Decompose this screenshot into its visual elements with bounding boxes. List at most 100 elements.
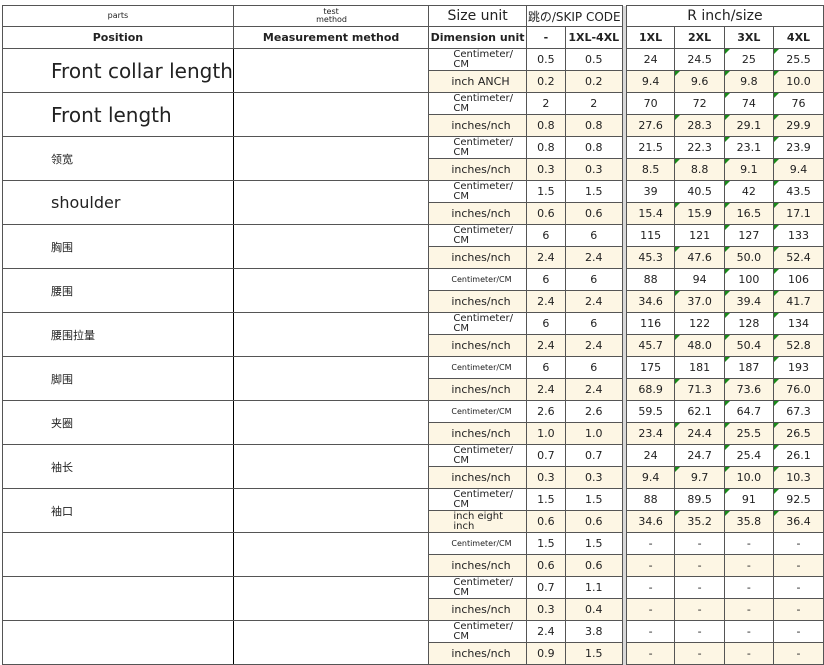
measurement-method-cell <box>232 444 430 489</box>
unit-cell: inches/nch <box>428 290 527 313</box>
size-value: - <box>625 598 676 621</box>
size-value: 193 <box>773 356 824 379</box>
code-value: 0.6 <box>525 554 566 577</box>
code-value: 0.8 <box>564 114 623 137</box>
size-value: 10.0 <box>773 70 824 93</box>
size-value: 62.1 <box>674 400 725 423</box>
measurement-method-cell <box>232 224 430 269</box>
table-row: inch eight inch 0.6 0.6 34.6 35.2 35.8 36.4 <box>3 510 824 533</box>
code-value: 1.5 <box>564 180 623 203</box>
code-value: 2.4 <box>564 378 623 401</box>
size-value: - <box>674 554 725 577</box>
size-value: 23.1 <box>723 136 775 159</box>
size-value: 17.1 <box>773 202 824 225</box>
size-value: 116 <box>625 312 676 335</box>
code-value: 0.3 <box>564 158 623 181</box>
size-value: 15.4 <box>625 202 676 225</box>
measurement-method-header: Measurement method <box>232 26 430 49</box>
size-value: 34.6 <box>625 510 676 533</box>
code-value: 2 <box>525 92 566 115</box>
size-value: 52.8 <box>773 334 824 357</box>
code-value: 0.8 <box>525 114 566 137</box>
size-value: 10.0 <box>723 466 775 489</box>
size-value: 133 <box>773 224 824 247</box>
size-value: 76.0 <box>773 378 824 401</box>
size-unit-label: Size unit <box>428 5 527 27</box>
unit-cell: inches/nch <box>428 202 527 225</box>
code-value: 1.5 <box>564 488 623 511</box>
size-value: 9.6 <box>674 70 725 93</box>
unit-cell: Centimeter/ CM <box>428 488 527 511</box>
code-value: 6 <box>564 224 623 247</box>
size-value: 8.8 <box>674 158 725 181</box>
size-value: 76 <box>773 92 824 115</box>
size-value: 88 <box>625 268 676 291</box>
unit-cell: inches/nch <box>428 158 527 181</box>
code-value: 0.3 <box>525 466 566 489</box>
size-value: 16.5 <box>723 202 775 225</box>
unit-cell: Centimeter/ CM <box>428 136 527 159</box>
size-value: 39.4 <box>723 290 775 313</box>
table-row: shoulder Centimeter/ CM 1.5 1.5 39 40.5 42 43.5 <box>2 180 824 225</box>
unit-cell: inches/nch <box>428 598 527 621</box>
size-value: - <box>674 576 725 599</box>
size-value: 24.5 <box>674 48 725 71</box>
size-value: - <box>674 598 725 621</box>
size-value: - <box>674 532 725 555</box>
size-value: 9.4 <box>625 70 676 93</box>
table-row: Centimeter/CM 1.5 1.5- - - - <box>2 532 824 577</box>
size-value: 181 <box>674 356 725 379</box>
table-row: 腰围 Centimeter/CM 6 6 88 94 100 106 <box>2 268 824 313</box>
size-value: - <box>625 642 676 665</box>
code-value: 1.0 <box>564 422 623 445</box>
size-value: 115 <box>625 224 676 247</box>
unit-cell: Centimeter/ CM <box>428 576 527 599</box>
position-cell <box>2 620 234 665</box>
code-value: 0.9 <box>525 642 566 665</box>
size-value: 71.3 <box>674 378 725 401</box>
code-value: 0.5 <box>564 48 623 71</box>
code-value: 1.5 <box>525 532 566 555</box>
size-value: 9.1 <box>723 158 775 181</box>
size-value: - <box>773 532 824 555</box>
size-value: 28.3 <box>674 114 725 137</box>
code-value: 0.8 <box>564 136 623 159</box>
table-row: inches/nch 0.3 0.4- - - - <box>3 598 824 621</box>
unit-cell: inches/nch <box>428 466 527 489</box>
code-value: 0.4 <box>564 598 623 621</box>
table-row: Centimeter/ CM 0.7 1.1- - - - <box>2 576 824 621</box>
table-row: Front length Centimeter/ CM 2 2 70 72 74 76 <box>2 92 824 137</box>
code-value: 2.6 <box>525 400 566 423</box>
size-value: 23.4 <box>625 422 676 445</box>
table-row: Centimeter/ CM 2.4 3.8- - - - <box>2 620 824 665</box>
size-value: 34.6 <box>625 290 676 313</box>
position-cell: 胸围 <box>2 224 234 269</box>
code-value: 6 <box>564 268 623 291</box>
position-cell: 腰围拉量 <box>2 312 234 357</box>
unit-cell: inches/nch <box>428 334 527 357</box>
measurement-method-cell <box>232 180 430 225</box>
size-value: 121 <box>674 224 725 247</box>
code-value: 6 <box>525 268 566 291</box>
size-value: 26.1 <box>773 444 824 467</box>
size-value: 8.5 <box>625 158 676 181</box>
unit-cell: Centimeter/CM <box>428 400 527 423</box>
size-value: 94 <box>674 268 725 291</box>
measurement-method-cell <box>232 356 430 401</box>
table-row: 袖口 Centimeter/ CM 1.5 1.5 88 89.5 91 92.5 <box>2 488 824 533</box>
size-value: 52.4 <box>773 246 824 269</box>
table-row: 胸围 Centimeter/ CM 6 6 115 121 127 133 <box>2 224 824 269</box>
table-row: inches/nch 2.4 2.4 45.3 47.6 50.0 52.4 <box>3 246 824 269</box>
size-value: 127 <box>723 224 775 247</box>
size-value: 100 <box>723 268 775 291</box>
code-value: 0.6 <box>525 202 566 225</box>
size-value: - <box>723 620 775 643</box>
size-value: - <box>773 642 824 665</box>
code-value: 2 <box>564 92 623 115</box>
unit-cell: Centimeter/ CM <box>428 224 527 247</box>
code-value: 6 <box>525 224 566 247</box>
code-value: 1.5 <box>525 180 566 203</box>
size-header: 3XL <box>723 26 775 49</box>
size-value: 24.7 <box>674 444 725 467</box>
size-value: 74 <box>723 92 775 115</box>
